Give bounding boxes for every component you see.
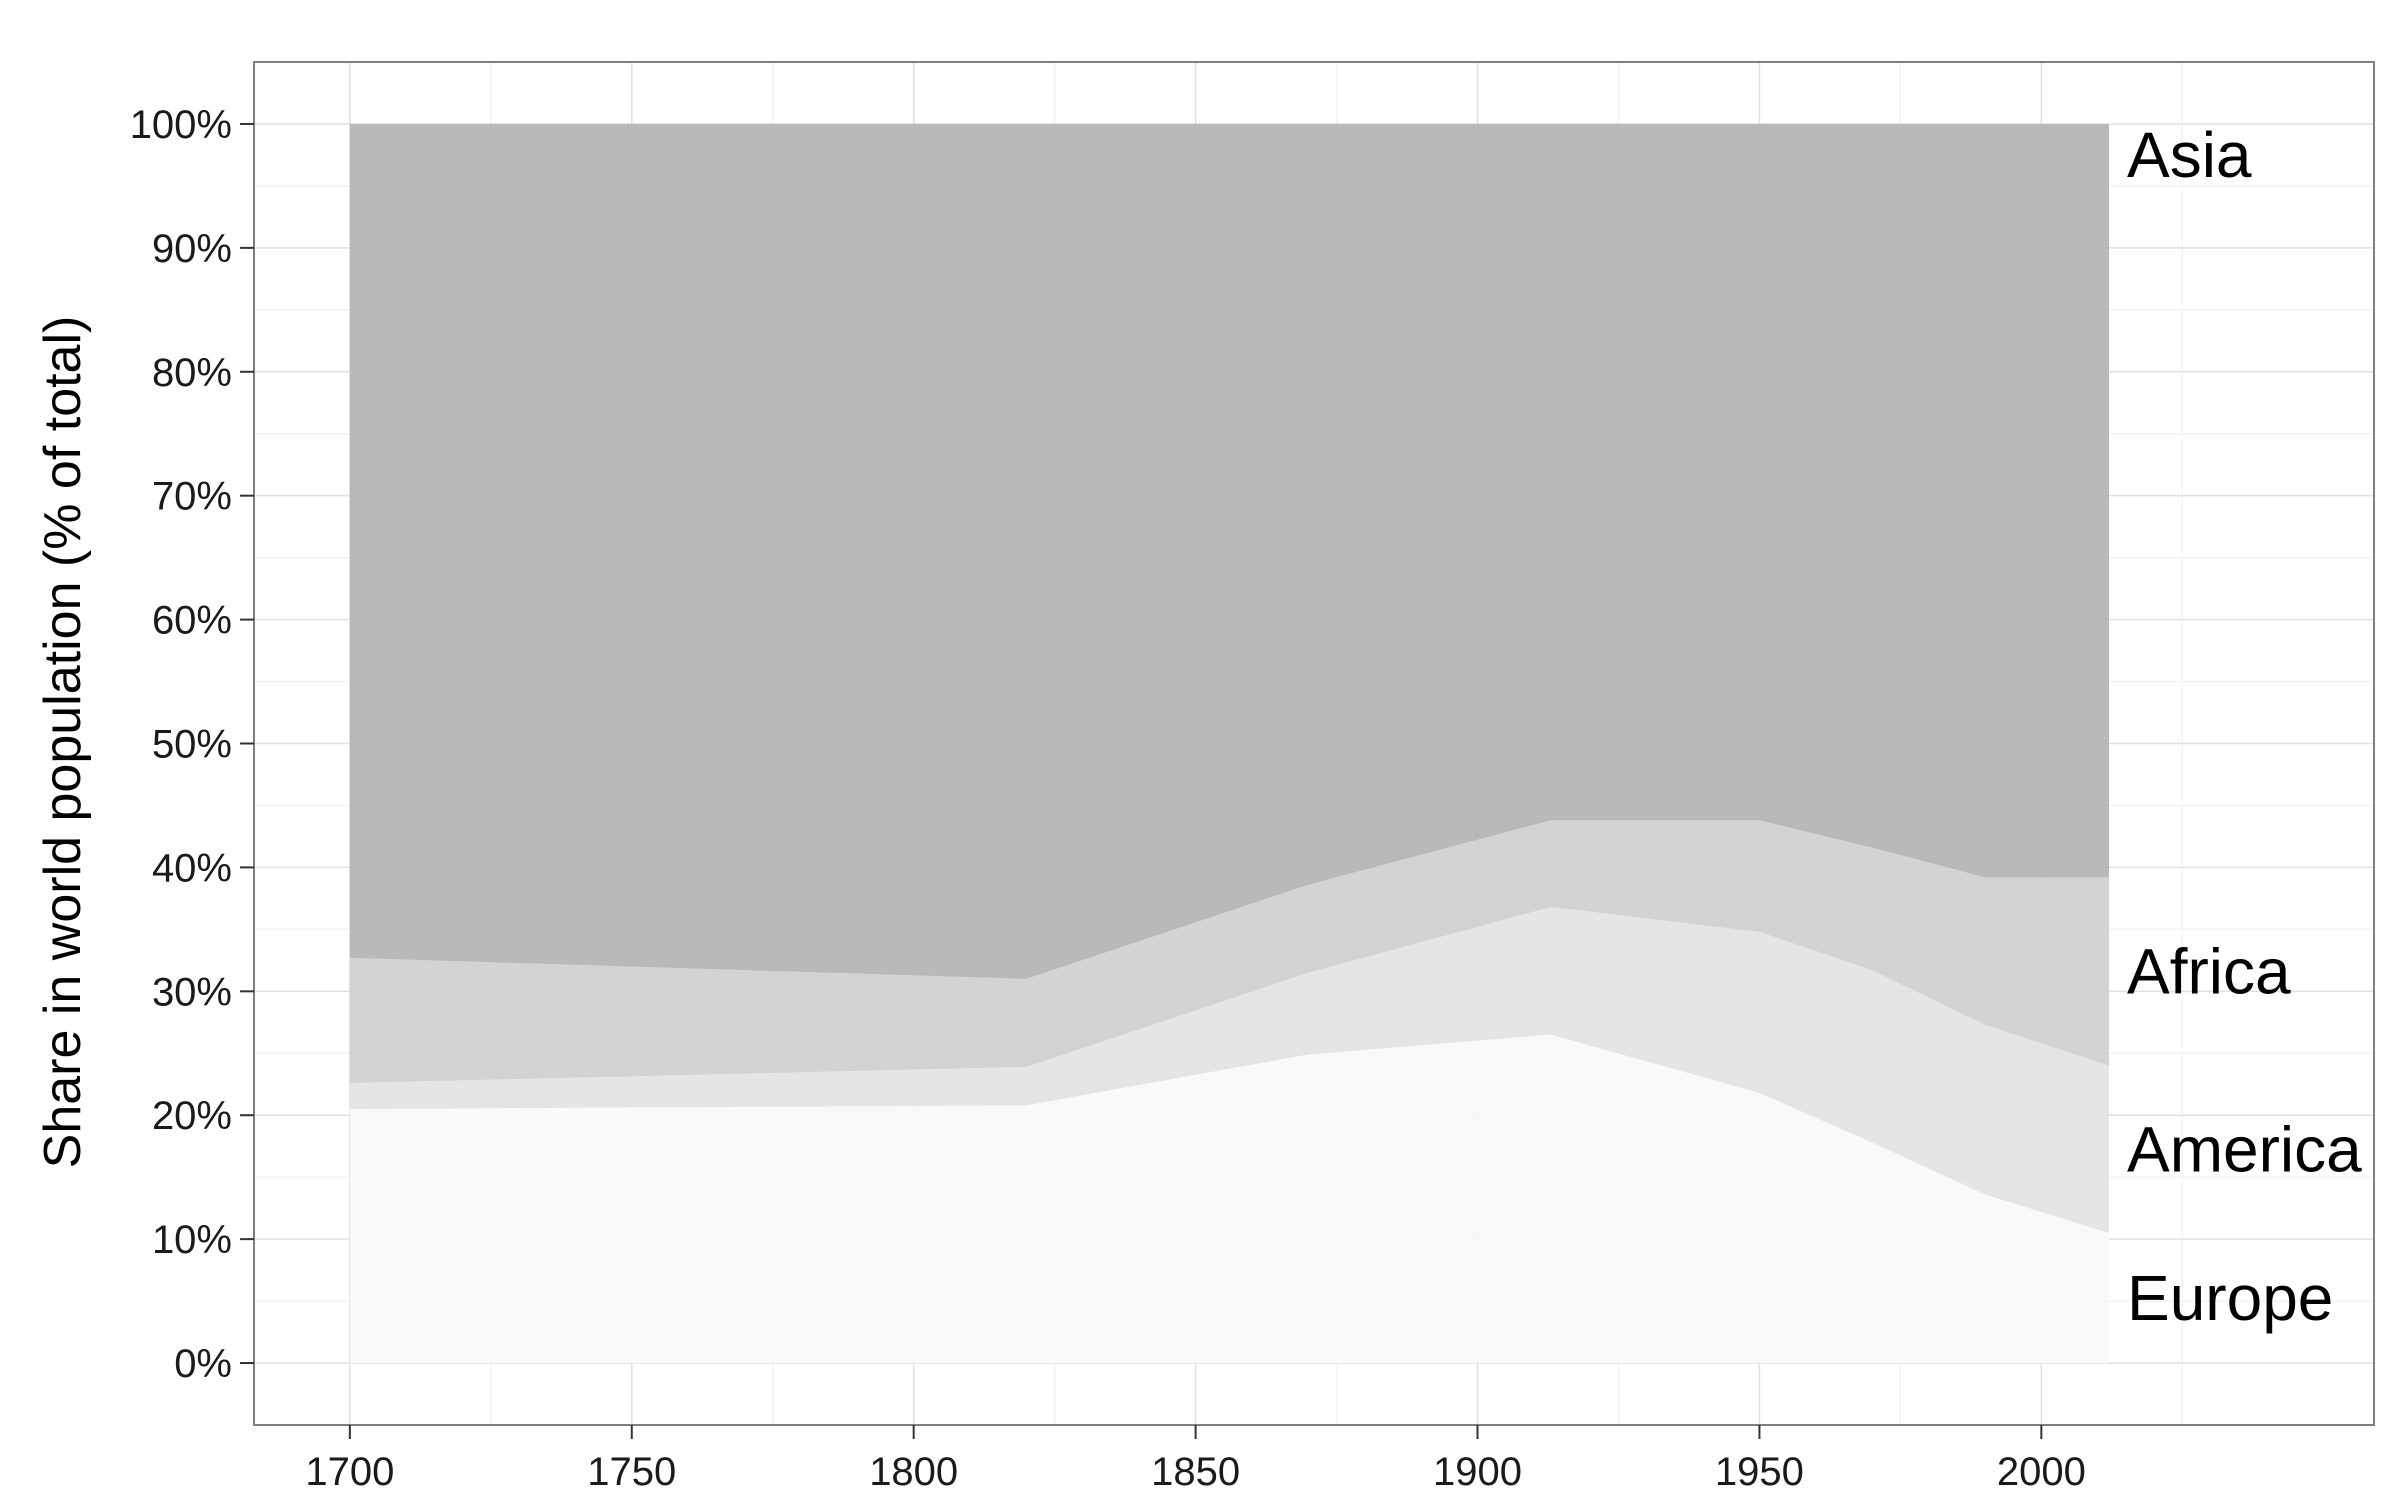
series-labels: Europe America Africa Asia — [2127, 119, 2362, 1334]
y-tick-label: 60% — [152, 599, 232, 643]
x-tick-label: 1850 — [1151, 1450, 1240, 1494]
area-africa — [349, 820, 2109, 1084]
x-tick-label: 1950 — [1715, 1450, 1804, 1494]
y-tick-label: 20% — [152, 1094, 232, 1138]
x-axis: 1700 1750 1800 1850 1900 1950 2000 — [305, 1425, 2086, 1494]
y-tick-label: 100% — [130, 103, 232, 147]
x-tick-label: 1800 — [869, 1450, 958, 1494]
x-tick-label: 1900 — [1433, 1450, 1522, 1494]
area-europe — [349, 1034, 2109, 1364]
y-tick-label: 90% — [152, 227, 232, 271]
y-tick-label: 50% — [152, 723, 232, 767]
y-tick-label: 40% — [152, 846, 232, 890]
y-axis: 0% 10% 20% 30% 40% 50% 60% 70% 80% 90% 100% — [130, 103, 254, 1386]
series-label-america: America — [2127, 1113, 2362, 1185]
y-tick-label: 10% — [152, 1218, 232, 1262]
series-label-europe: Europe — [2127, 1262, 2333, 1334]
area-series — [349, 123, 2109, 1364]
y-axis-title: Share in world population (% of total) — [34, 316, 92, 1169]
series-label-asia: Asia — [2127, 119, 2252, 191]
y-tick-label: 0% — [174, 1342, 232, 1386]
series-label-africa: Africa — [2127, 935, 2291, 1007]
y-tick-label: 30% — [152, 970, 232, 1014]
y-tick-label: 80% — [152, 351, 232, 395]
y-tick-label: 70% — [152, 475, 232, 519]
area-asia — [349, 123, 2109, 979]
x-tick-label: 1700 — [305, 1450, 394, 1494]
area-america — [349, 907, 2109, 1233]
x-tick-label: 2000 — [1997, 1450, 2086, 1494]
x-tick-label: 1750 — [587, 1450, 676, 1494]
